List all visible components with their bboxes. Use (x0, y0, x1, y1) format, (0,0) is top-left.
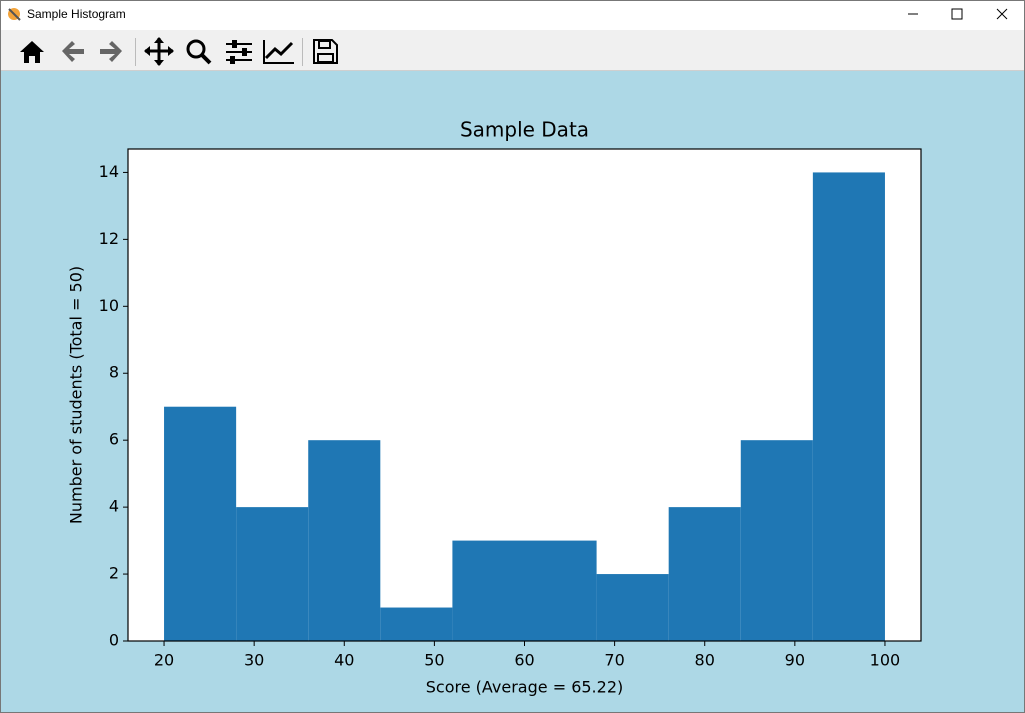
y-tick-label: 8 (109, 363, 119, 382)
bar (380, 607, 453, 641)
edit-axis-button[interactable] (263, 40, 294, 64)
maximize-button[interactable] (951, 8, 963, 20)
bar (740, 440, 813, 641)
home-button[interactable] (20, 41, 44, 63)
x-tick-label: 100 (870, 651, 901, 670)
y-tick-label: 14 (99, 162, 119, 181)
chart-title: Sample Data (460, 118, 589, 142)
y-tick-label: 10 (99, 296, 119, 315)
bar (236, 507, 309, 641)
configure-button[interactable] (226, 40, 252, 64)
bar (668, 507, 741, 641)
x-tick-label: 30 (244, 651, 264, 670)
window-title: Sample Histogram (27, 7, 126, 21)
x-tick-label: 50 (424, 651, 444, 670)
bar (812, 172, 885, 641)
y-tick-label: 4 (109, 497, 119, 516)
x-tick-label: 40 (334, 651, 354, 670)
title-bar (0, 0, 1025, 30)
y-tick-label: 12 (99, 229, 119, 248)
pan-button[interactable] (144, 37, 174, 66)
save-button[interactable] (313, 39, 338, 64)
bar (452, 540, 525, 641)
app-icon (8, 8, 21, 21)
forward-button[interactable] (100, 41, 122, 62)
x-tick-label: 60 (514, 651, 534, 670)
x-axis-label: Score (Average = 65.22) (426, 678, 623, 697)
x-tick-label: 90 (785, 651, 805, 670)
y-tick-label: 0 (109, 631, 119, 650)
y-tick-label: 6 (109, 430, 119, 449)
x-tick-label: 80 (695, 651, 715, 670)
zoom-button[interactable] (186, 39, 212, 65)
x-tick-label: 20 (154, 651, 174, 670)
bar (596, 574, 669, 641)
y-axis-label: Number of students (Total = 50) (67, 266, 86, 524)
x-tick-label: 70 (604, 651, 624, 670)
bar (164, 406, 237, 641)
close-button[interactable] (996, 8, 1008, 20)
back-button[interactable] (62, 41, 84, 62)
y-tick-label: 2 (109, 564, 119, 583)
bar (308, 440, 381, 641)
bar (524, 540, 597, 641)
